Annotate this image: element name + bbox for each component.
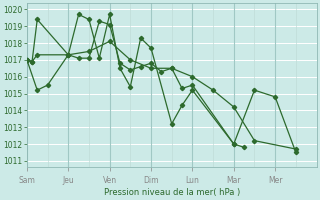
X-axis label: Pression niveau de la mer( hPa ): Pression niveau de la mer( hPa ) xyxy=(104,188,240,197)
